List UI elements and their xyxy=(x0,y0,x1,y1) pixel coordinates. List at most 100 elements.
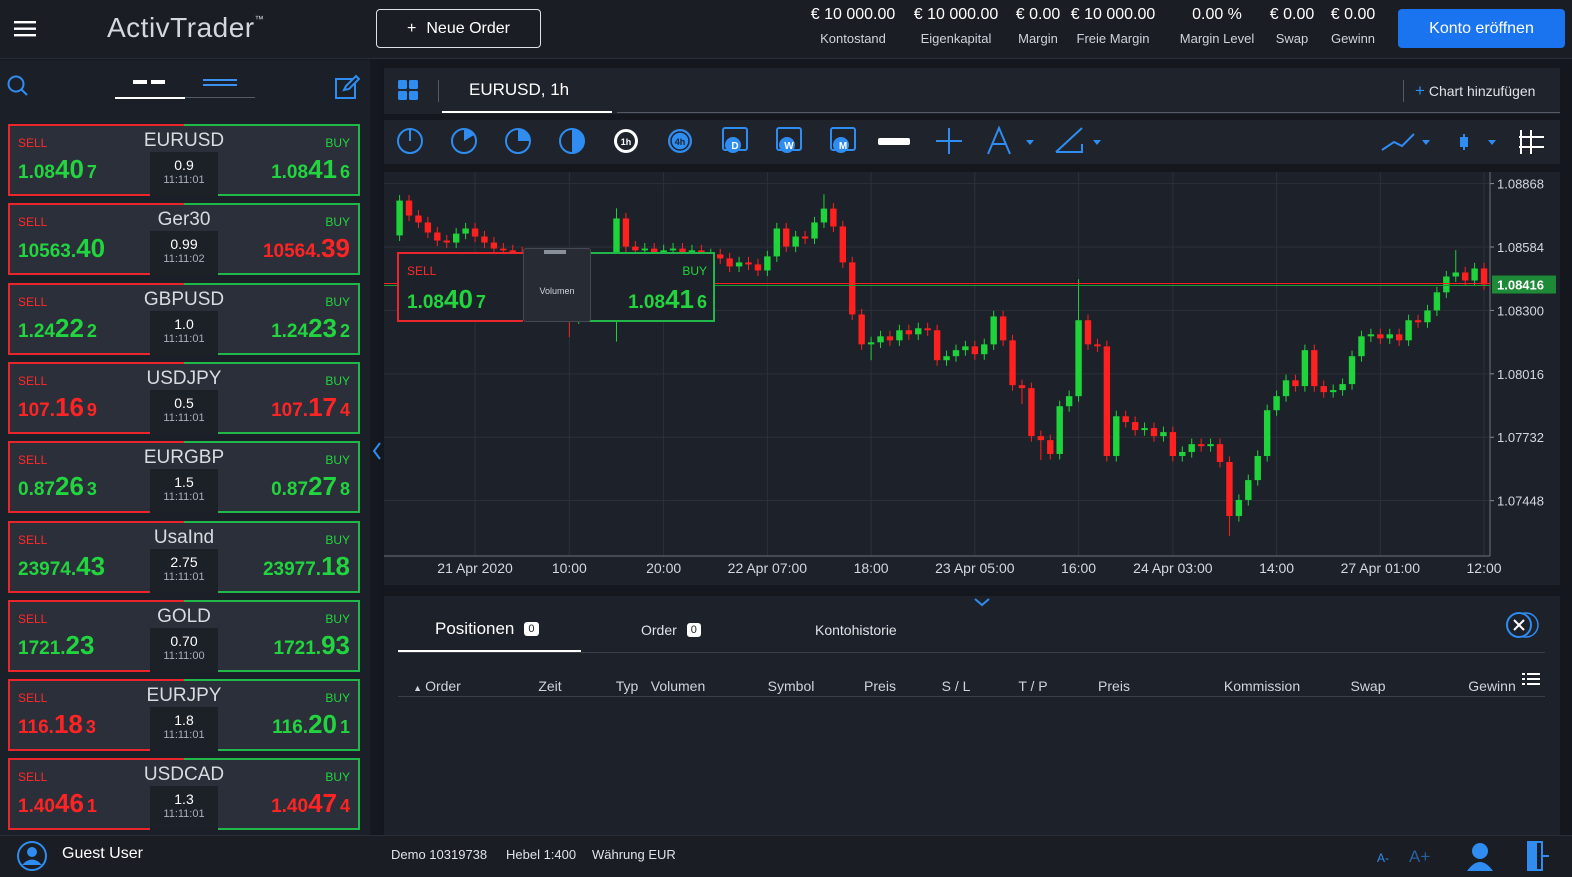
candle-body xyxy=(669,248,677,251)
stat-label: Eigenkapital xyxy=(920,31,992,46)
candle-body xyxy=(1311,350,1318,387)
add-chart-button[interactable]: + Chart hinzufügen xyxy=(1415,81,1535,101)
instrument-card[interactable]: SELL BUY GBPUSD 1.0 11:11:01 1.2422 2 1.2423 2 xyxy=(8,282,360,355)
font-larger-button[interactable]: A+ xyxy=(1409,847,1431,866)
price: 1721.23 xyxy=(18,630,94,661)
bar-type-icon[interactable] xyxy=(878,138,910,145)
instrument-card[interactable]: SELL BUY EURJPY 1.8 11:11:01 116.18 3 116.20 1 xyxy=(8,679,360,752)
tooltip-sell-box xyxy=(397,252,523,322)
symbol: GBPUSD xyxy=(143,288,225,310)
search-icon[interactable] xyxy=(6,74,30,98)
column-header[interactable]: Swap xyxy=(1350,678,1385,694)
candle-body xyxy=(1179,451,1186,456)
column-header[interactable]: Preis xyxy=(1098,678,1130,694)
candle-body xyxy=(471,228,479,237)
instrument-card[interactable]: SELL BUY Ger30 0.99 11:11:02 10563.40 10564.39 xyxy=(8,203,360,276)
panel-tab[interactable]: Kontohistorie xyxy=(815,622,897,638)
candle-body xyxy=(1216,444,1224,463)
price-part: 6 xyxy=(339,162,350,182)
column-header[interactable]: Gewinn xyxy=(1468,678,1515,694)
quote-time: 11:11:00 xyxy=(163,649,205,662)
sort-icon: ▲ xyxy=(413,683,423,693)
candle-body xyxy=(867,342,875,345)
candle-body xyxy=(1480,268,1488,285)
candle-body xyxy=(1301,350,1309,387)
column-header[interactable]: ▲ Order xyxy=(413,678,461,694)
logout-icon[interactable] xyxy=(1526,840,1550,872)
x-tick-label: 21 Apr 2020 xyxy=(437,560,513,576)
candle-body xyxy=(1386,334,1393,339)
column-header[interactable]: Kommission xyxy=(1224,678,1300,694)
new-order-button[interactable]: + Neue Order xyxy=(376,9,541,48)
view-tabs[interactable] xyxy=(115,74,257,100)
column-header[interactable]: Preis xyxy=(864,678,896,694)
indicator-icon[interactable] xyxy=(1381,133,1415,151)
panel-tab[interactable]: Positionen 0 xyxy=(435,619,539,639)
panel-tab[interactable]: Order 0 xyxy=(641,622,701,638)
price-part: 107. xyxy=(18,399,55,421)
candle-body xyxy=(1320,386,1327,393)
logo[interactable]: ActivTrader™ xyxy=(107,12,264,44)
price-part: 23977. xyxy=(262,558,322,580)
edit-icon[interactable] xyxy=(334,74,360,100)
columns-menu-icon[interactable] xyxy=(1522,671,1542,687)
price-pips: 23 xyxy=(65,629,95,660)
spread: 1.0 xyxy=(174,315,194,332)
font-smaller-button[interactable]: A- xyxy=(1377,851,1389,865)
instrument-card[interactable]: SELL BUY USDJPY 0.5 11:11:01 107.16 9 107.17 4 xyxy=(8,361,360,434)
column-header[interactable]: Volumen xyxy=(651,678,705,694)
candle-body xyxy=(1348,356,1356,385)
quote-time: 11:11:01 xyxy=(163,729,205,742)
column-label: Symbol xyxy=(767,678,815,694)
candle-body xyxy=(1094,344,1101,347)
chart-header: EURUSD, 1h + Chart hinzufügen xyxy=(384,68,1560,114)
sell-label: SELL xyxy=(18,136,48,150)
user-icon[interactable] xyxy=(16,840,48,872)
price-pips: 43 xyxy=(76,550,106,581)
spread: 0.70 xyxy=(170,632,198,649)
spread: 1.8 xyxy=(174,712,194,729)
buy-label: BUY xyxy=(325,453,350,468)
candle-body xyxy=(990,316,997,345)
open-account-button[interactable]: Konto eröffnen xyxy=(1398,9,1565,48)
instrument-card[interactable]: SELL BUY UsaInd 2.75 11:11:01 23974.43 23977.1… xyxy=(8,520,360,593)
column-header[interactable]: S / L xyxy=(942,678,971,694)
column-header[interactable]: Symbol xyxy=(768,678,815,694)
chart-tab[interactable]: EURUSD, 1h xyxy=(469,80,570,99)
account-stat: € 0.00 Swap xyxy=(1270,6,1314,46)
collapse-chevron[interactable] xyxy=(972,596,992,608)
instrument-card[interactable]: SELL BUY EURGBP 1.5 11:11:01 0.8726 3 0.8727 8 xyxy=(8,441,360,514)
candle-body xyxy=(820,208,828,223)
price-part: 4 xyxy=(339,796,350,817)
new-order-icon: + xyxy=(407,19,417,37)
menu-icon[interactable] xyxy=(14,20,38,38)
tab-count: 0 xyxy=(524,622,539,636)
price-tag xyxy=(1492,275,1556,294)
instrument-card[interactable]: SELL BUY GOLD 0.70 11:11:00 1721.23 1721.93 xyxy=(8,599,360,672)
spread-box: 1.5 11:11:01 xyxy=(150,469,218,514)
grid-icon[interactable] xyxy=(1519,130,1544,154)
layout-icon[interactable] xyxy=(398,80,420,102)
close-all-icon[interactable] xyxy=(1499,610,1545,640)
candle-body xyxy=(500,248,507,251)
drawing-icon[interactable] xyxy=(987,125,1011,155)
collapse-arrow[interactable] xyxy=(370,440,384,462)
price-part: 1721. xyxy=(273,637,322,659)
instrument-card[interactable]: SELL BUY USDCAD 1.3 11:11:01 1.4046 1 1.4047 4 xyxy=(8,758,360,831)
candle-body xyxy=(1282,380,1290,397)
candle-body xyxy=(971,346,979,355)
support-icon[interactable] xyxy=(1464,839,1496,873)
column-label: Zeit xyxy=(538,678,562,694)
candle-body xyxy=(1226,462,1233,517)
column-header[interactable]: Typ xyxy=(616,678,639,694)
candlestick-chart: 1.07448 1.07732 1.08016 1.08300 1.08584 1.088… xyxy=(384,172,1556,576)
instrument-card[interactable]: SELL BUY EURUSD 0.9 11:11:01 1.0840 7 1.0841 6 xyxy=(8,124,360,196)
column-header[interactable]: T / P xyxy=(1018,678,1047,694)
price-pips: 39 xyxy=(321,233,350,264)
account-stat: € 10 000.00 Eigenkapital xyxy=(914,6,999,46)
column-header[interactable]: Zeit xyxy=(538,678,561,694)
candle-body xyxy=(952,350,960,357)
candle-body xyxy=(452,233,460,243)
ruler-icon[interactable] xyxy=(1055,127,1083,153)
